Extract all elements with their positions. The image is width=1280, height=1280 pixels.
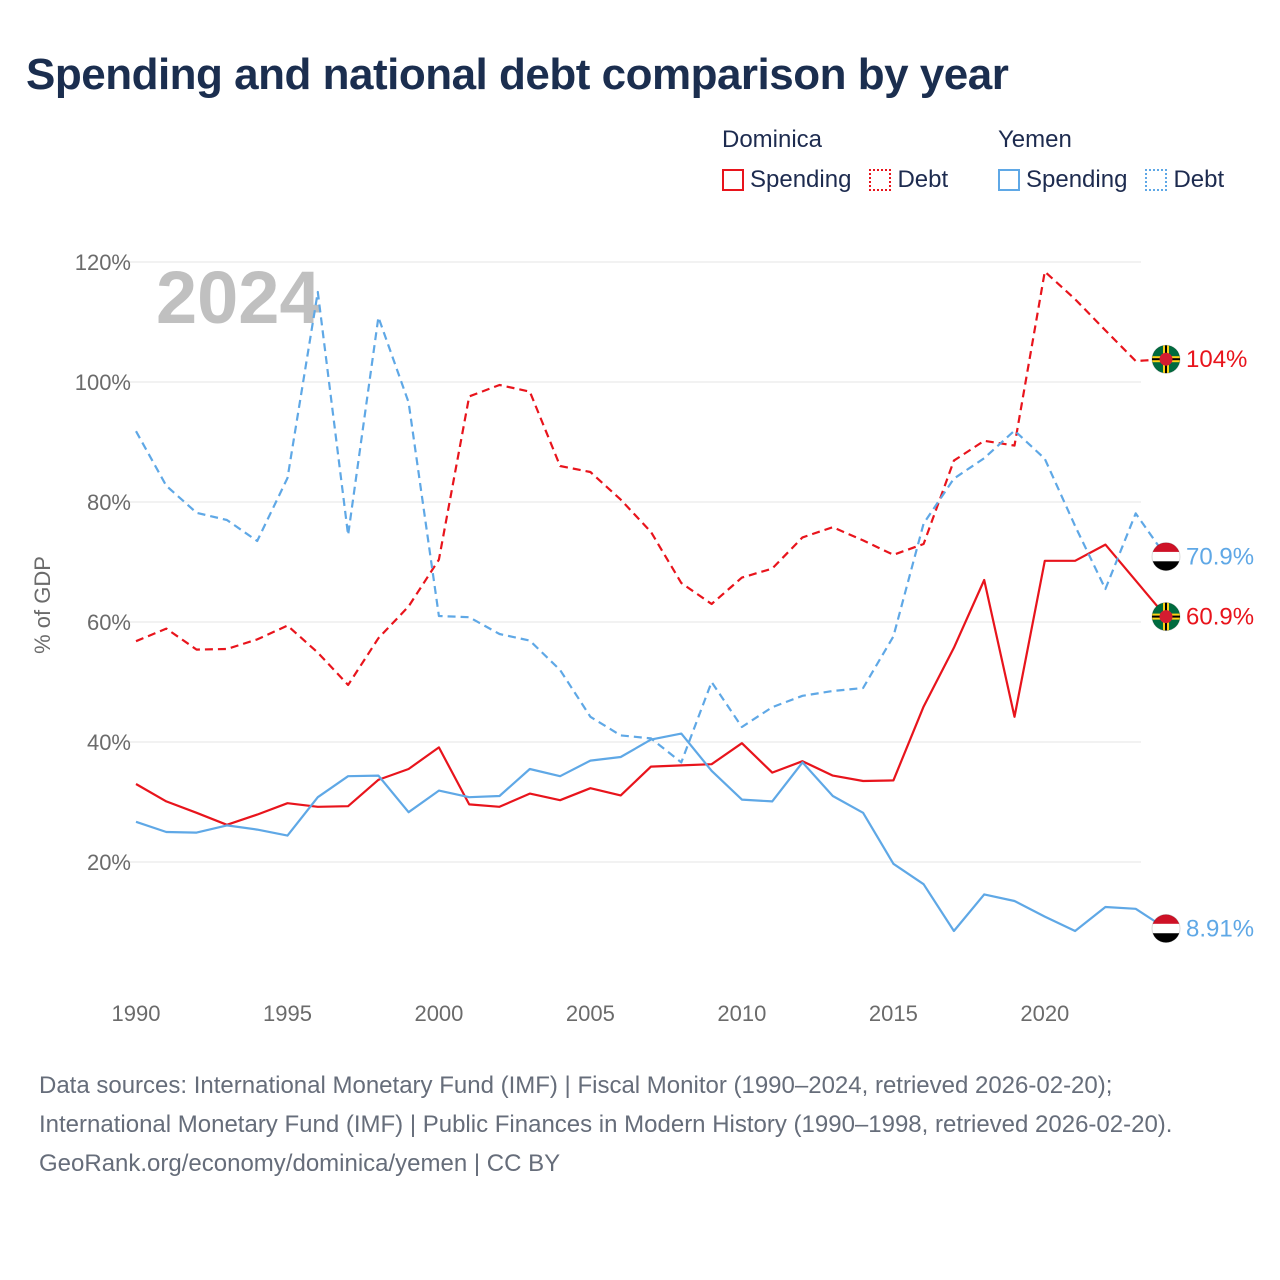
legend-group-yemen: Yemen Spending Debt <box>998 122 1224 202</box>
series-line-yemen-debt[interactable] <box>135 290 1167 764</box>
line-chart: 2024 20% 40% 60% 80% 100% 120% 1990 1995 2000 200… <box>30 250 1254 1026</box>
legend-label: Debt <box>1173 166 1225 193</box>
flag-dominica-icon <box>1151 344 1181 374</box>
x-tick-label: 2005 <box>566 1001 615 1026</box>
legend-swatch-dotted-blue <box>1145 169 1168 191</box>
x-tick-label: 1990 <box>112 1001 161 1026</box>
watermark-year: 2024 <box>156 256 321 339</box>
source-text: Data sources: International Monetary Fun… <box>39 1072 1173 1138</box>
y-tick-label: 120% <box>75 250 131 275</box>
chart-title: Spending and national debt comparison by… <box>26 50 1009 99</box>
x-tick-label: 2015 <box>869 1001 918 1026</box>
y-tick-label: 40% <box>87 730 131 755</box>
end-value-label: 8.91% <box>1186 916 1254 943</box>
end-value-label: 60.9% <box>1186 604 1254 631</box>
flag-yemen-icon <box>1151 542 1181 572</box>
legend-label: Spending <box>750 166 852 193</box>
series-line-yemen-spending[interactable] <box>135 732 1167 933</box>
legend-item-dominica-debt[interactable]: Debt <box>869 166 948 194</box>
x-tick-label: 2000 <box>414 1001 463 1026</box>
y-tick-label: 60% <box>87 610 131 635</box>
flag-yemen-icon <box>1151 914 1181 944</box>
legend-label: Spending <box>1026 166 1128 193</box>
y-tick-label: 80% <box>87 490 131 515</box>
legend-item-dominica-spending[interactable]: Spending <box>722 166 851 194</box>
legend-group-dominica: Dominica Spending Debt <box>722 122 966 202</box>
end-value-label: 70.9% <box>1186 544 1254 571</box>
y-tick-label: 20% <box>87 850 131 875</box>
y-axis-label: % of GDP <box>30 556 55 654</box>
legend-label: Debt <box>897 166 949 193</box>
source-note: Data sources: International Monetary Fun… <box>39 1066 1239 1183</box>
legend-item-yemen-spending[interactable]: Spending <box>998 166 1127 194</box>
legend-group-title-yemen: Yemen <box>998 126 1072 153</box>
flag-dominica-icon <box>1151 602 1181 632</box>
end-value-label: 104% <box>1186 346 1247 373</box>
legend-group-title-dominica: Dominica <box>722 126 823 153</box>
x-tick-label: 2020 <box>1020 1001 1069 1026</box>
legend-item-yemen-debt[interactable]: Debt <box>1145 166 1224 194</box>
source-credit[interactable]: GeoRank.org/economy/dominica/yemen | CC … <box>39 1150 561 1177</box>
legend-swatch-dotted-red <box>869 169 892 191</box>
x-tick-label: 1995 <box>263 1001 312 1026</box>
x-tick-label: 2010 <box>717 1001 766 1026</box>
series-line-dominica-spending[interactable] <box>135 543 1167 826</box>
legend-swatch-solid-blue <box>998 169 1020 191</box>
legend-swatch-solid-red <box>722 169 744 191</box>
y-tick-label: 100% <box>75 370 131 395</box>
